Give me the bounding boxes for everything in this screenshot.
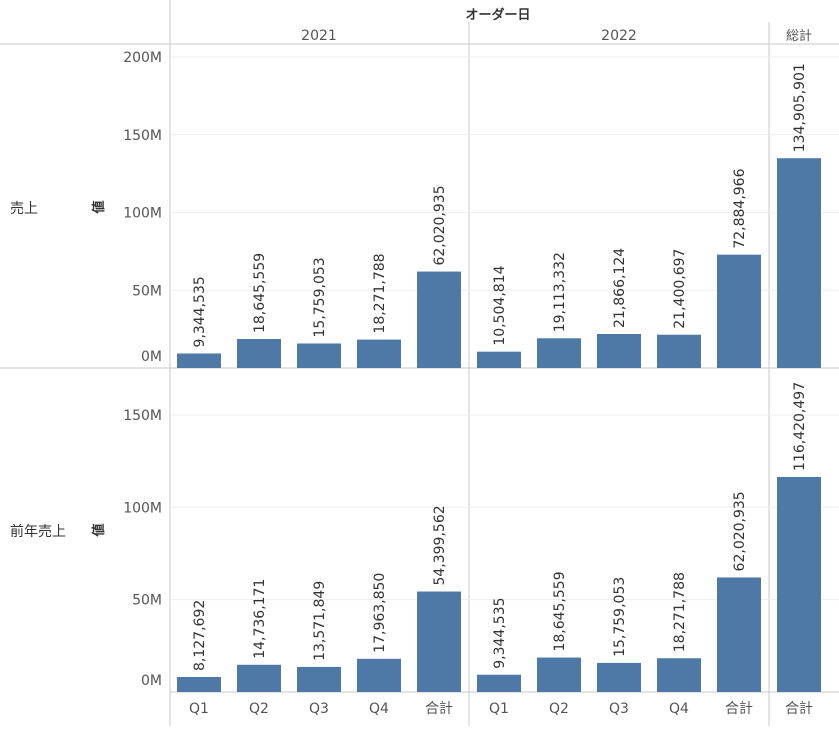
y-tick-label: 100M (123, 206, 162, 222)
bar (597, 662, 641, 692)
data-label: 21,866,124 (612, 248, 628, 328)
grand-total-data-label: 116,420,497 (792, 382, 808, 471)
data-label: 15,759,053 (612, 577, 628, 657)
bar (657, 658, 701, 692)
bar (177, 353, 221, 368)
data-label: 9,344,535 (192, 276, 208, 347)
bar (177, 676, 221, 692)
x-tick-label: Q3 (609, 701, 629, 717)
x-tick-label: Q3 (309, 701, 329, 717)
value-axis-title: 値 (91, 523, 107, 537)
grand-total-bar (777, 476, 821, 692)
grand-total-bar (777, 158, 821, 368)
grand-total-data-label: 134,905,901 (792, 63, 808, 152)
data-label: 19,113,332 (552, 252, 568, 332)
y-tick-label: 50M (132, 593, 162, 609)
row-label: 売上 (10, 201, 38, 217)
bar (297, 343, 341, 368)
grand-total-header: 総計 (786, 28, 812, 44)
data-label: 15,759,053 (312, 257, 328, 337)
data-label: 18,271,788 (672, 572, 688, 652)
y-tick-label: 150M (123, 408, 162, 424)
bar (417, 271, 461, 368)
data-label: 18,645,559 (552, 571, 568, 651)
y-tick-label: 100M (123, 500, 162, 516)
data-label: 8,127,692 (192, 600, 208, 671)
x-tick-label: Q4 (369, 701, 389, 717)
x-tick-label: Q2 (249, 701, 269, 717)
x-tick-label: Q1 (489, 701, 509, 717)
bar (477, 351, 521, 368)
bar (417, 591, 461, 692)
data-label: 17,963,850 (372, 573, 388, 653)
data-label: 13,571,849 (312, 581, 328, 661)
data-label: 62,020,935 (732, 491, 748, 571)
y-tick-label: 0M (141, 349, 162, 365)
y-tick-label: 0M (141, 673, 162, 689)
data-label: 9,344,535 (492, 597, 508, 668)
bar (717, 577, 761, 692)
y-tick-label: 200M (123, 50, 162, 66)
x-tick-label: Q1 (189, 701, 209, 717)
x-tick-label: 合計 (725, 701, 753, 717)
data-label: 21,400,697 (672, 249, 688, 329)
data-label: 18,645,559 (252, 253, 268, 333)
data-label: 72,884,966 (732, 168, 748, 248)
data-label: 14,736,171 (252, 579, 268, 659)
bar (237, 664, 281, 692)
field-title: オーダー日 (465, 7, 530, 23)
bar (657, 334, 701, 368)
bar (537, 338, 581, 368)
x-tick-label-grand-total: 合計 (785, 701, 813, 717)
data-label: 54,399,562 (432, 505, 448, 585)
year-header-2022: 2022 (601, 28, 637, 44)
bar (477, 674, 521, 692)
bar (357, 339, 401, 368)
x-tick-label: 合計 (425, 701, 453, 717)
bar (717, 254, 761, 368)
y-tick-label: 50M (132, 283, 162, 299)
row-label: 前年売上 (10, 523, 66, 540)
data-label: 18,271,788 (372, 253, 388, 333)
bar (297, 666, 341, 692)
bar (597, 333, 641, 368)
bar (357, 658, 401, 692)
value-axis-title: 値 (91, 200, 107, 214)
y-tick-label: 150M (123, 128, 162, 144)
bar (237, 339, 281, 368)
year-header-2021: 2021 (301, 28, 337, 44)
bar (537, 657, 581, 692)
x-tick-label: Q4 (669, 701, 689, 717)
data-label: 10,504,814 (492, 265, 508, 345)
data-label: 62,020,935 (432, 185, 448, 265)
x-tick-label: Q2 (549, 701, 569, 717)
